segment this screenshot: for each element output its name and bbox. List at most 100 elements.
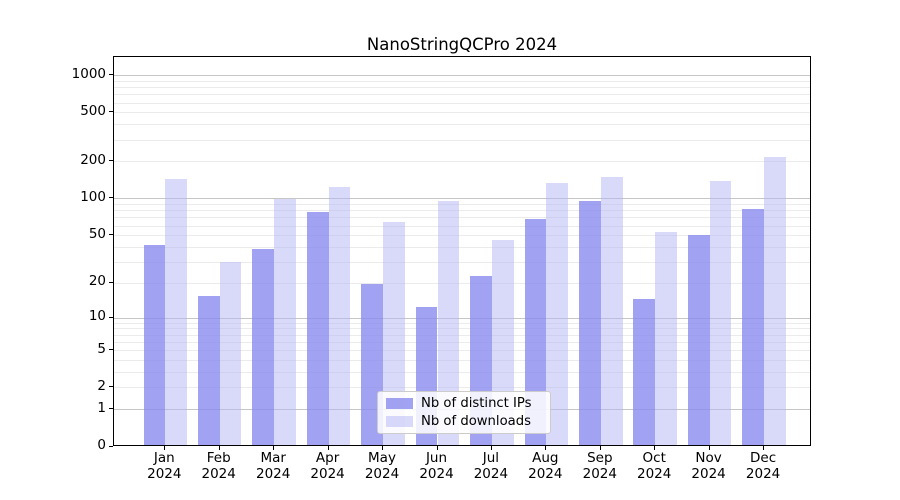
minor-gridline <box>114 80 810 82</box>
bar-distinct-ips-aug <box>524 218 547 445</box>
bar-downloads-feb <box>219 262 242 445</box>
major-gridline <box>114 198 810 200</box>
y-tick-label: 0 <box>97 437 106 453</box>
bar-downloads-nov <box>709 180 732 445</box>
bar-distinct-ips-jan <box>143 245 166 445</box>
bar-distinct-ips-oct <box>633 299 656 445</box>
minor-gridline <box>114 161 810 163</box>
legend-item-downloads: Nb of downloads <box>386 413 542 430</box>
bar-downloads-may <box>383 222 405 445</box>
bar-downloads-sep <box>600 177 623 445</box>
y-tick-label: 10 <box>88 308 106 325</box>
minor-gridline <box>114 94 810 96</box>
y-tick-mark <box>109 160 113 162</box>
x-tick-year: 2024 <box>745 466 781 482</box>
x-tick-mark <box>490 445 492 450</box>
legend-swatch-downloads <box>386 416 413 427</box>
x-tick-label-may: May 2024 <box>342 450 422 482</box>
y-tick-mark <box>109 234 113 236</box>
minor-gridline <box>114 204 810 205</box>
y-tick-mark <box>109 316 113 318</box>
y-tick-mark <box>109 349 113 351</box>
minor-gridline <box>114 112 810 114</box>
x-tick-month: May <box>368 450 396 466</box>
bar-downloads-dec <box>764 157 786 445</box>
plot-area <box>113 56 811 446</box>
x-tick-mark <box>273 445 275 450</box>
y-tick-label: 20 <box>88 273 106 290</box>
legend-label-downloads: Nb of downloads <box>421 414 531 429</box>
x-tick-mark <box>327 445 329 450</box>
y-tick-label: 500 <box>80 102 106 119</box>
minor-gridline <box>114 360 810 361</box>
major-gridline <box>114 317 810 319</box>
x-tick-year: 2024 <box>528 466 563 482</box>
x-tick-month: Jan <box>153 450 175 466</box>
x-tick-year: 2024 <box>473 466 509 482</box>
bar-downloads-apr <box>328 187 351 445</box>
minor-gridline <box>114 225 810 227</box>
legend-label-distinct-ips: Nb of distinct IPs <box>421 396 532 411</box>
y-tick-mark <box>109 74 113 76</box>
minor-gridline <box>114 350 810 352</box>
minor-gridline <box>114 261 810 263</box>
minor-gridline <box>114 387 810 389</box>
chart-title: NanoStringQCPro 2024 <box>366 35 558 54</box>
minor-gridline <box>114 210 810 212</box>
x-tick-month: Mar <box>260 450 286 466</box>
y-tick-label: 2 <box>97 377 106 394</box>
x-tick-month: Dec <box>750 450 777 466</box>
x-tick-mark <box>763 445 765 450</box>
x-tick-mark <box>436 445 438 450</box>
minor-gridline <box>114 328 810 330</box>
y-tick-label: 100 <box>80 188 106 205</box>
minor-gridline <box>114 282 810 284</box>
x-tick-month: Apr <box>315 450 340 466</box>
legend: Nb of distinct IPs Nb of downloads <box>377 391 551 434</box>
x-tick-year: 2024 <box>419 466 454 482</box>
x-tick-label-apr: Apr 2024 <box>288 450 368 482</box>
x-tick-month: Oct <box>642 450 666 466</box>
x-tick-month: Sep <box>587 450 613 466</box>
bar-downloads-oct <box>655 231 677 445</box>
bar-distinct-ips-sep <box>579 201 601 445</box>
x-tick-mark <box>218 445 220 450</box>
x-tick-month: Jun <box>425 450 448 466</box>
minor-gridline <box>114 139 810 141</box>
x-tick-mark <box>654 445 656 450</box>
x-tick-month: Jul <box>482 450 500 466</box>
bar-distinct-ips-nov <box>687 234 710 445</box>
y-tick-label: 5 <box>97 340 106 357</box>
x-tick-label-oct: Oct 2024 <box>614 450 694 482</box>
y-tick-label: 50 <box>88 225 106 242</box>
minor-gridline <box>114 102 810 104</box>
minor-gridline <box>114 217 810 219</box>
x-tick-month: Feb <box>206 450 231 466</box>
bar-downloads-mar <box>274 198 296 445</box>
x-tick-mark <box>545 445 547 450</box>
minor-gridline <box>114 341 810 343</box>
x-tick-mark <box>382 445 384 450</box>
x-tick-year: 2024 <box>310 466 345 482</box>
y-tick-mark <box>109 197 113 199</box>
y-tick-label: 1 <box>97 399 106 416</box>
x-tick-label-jun: Jun 2024 <box>397 450 477 482</box>
y-tick-mark <box>109 445 113 447</box>
bar-distinct-ips-mar <box>252 249 275 445</box>
x-tick-year: 2024 <box>364 466 400 482</box>
minor-gridline <box>114 372 810 373</box>
x-tick-label-dec: Dec 2024 <box>723 450 803 482</box>
bar-downloads-jan <box>165 178 188 445</box>
bar-distinct-ips-apr <box>306 211 329 445</box>
x-tick-year: 2024 <box>147 466 182 482</box>
minor-gridline <box>114 235 810 237</box>
x-tick-label-aug: Aug 2024 <box>505 450 585 482</box>
x-tick-label-nov: Nov 2024 <box>669 450 749 482</box>
minor-gridline <box>114 322 810 324</box>
minor-gridline <box>114 87 810 88</box>
x-tick-label-sep: Sep 2024 <box>560 450 640 482</box>
x-tick-year: 2024 <box>582 466 617 482</box>
y-tick-mark <box>109 386 113 388</box>
x-tick-year: 2024 <box>201 466 236 482</box>
